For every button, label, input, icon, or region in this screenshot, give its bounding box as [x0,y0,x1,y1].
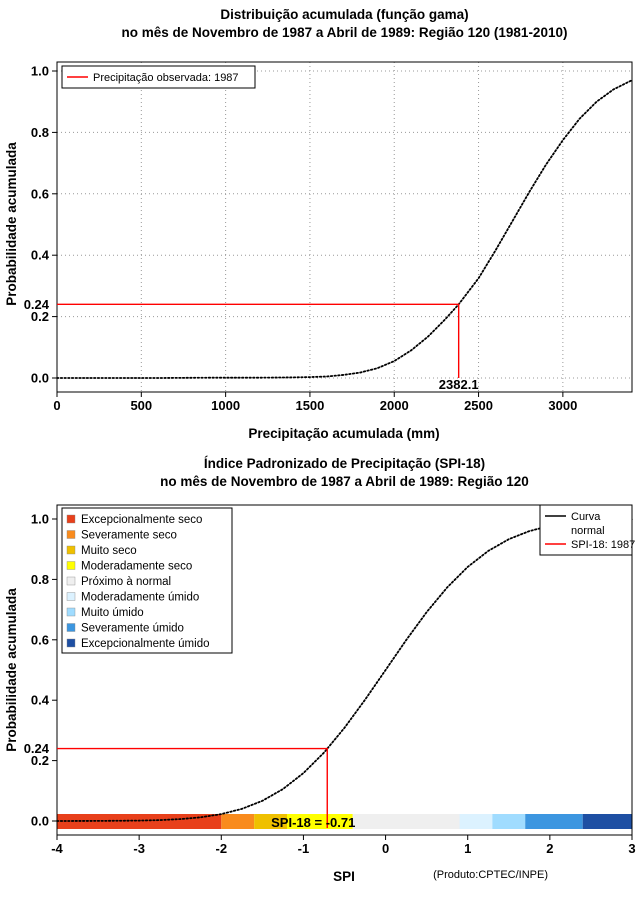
category-swatch [66,561,76,570]
x-axis-label: SPI [333,869,355,884]
y-tick-label: 0.2 [31,753,49,768]
x-tick-label: 0 [53,398,60,413]
x-tick-label: 3000 [548,398,577,413]
chart-spi-cdf: -4 -3 -2 -1 0 1 2 3 0.0 0.2 0.4 0.6 0.8 1.0 0.24 SPI-18… [4,504,636,884]
y-tick-label: 0.0 [31,814,49,829]
spi-category-bar-segment [254,814,287,829]
top-chart-title-line2: no mês de Novembro de 1987 a Abril de 19… [121,25,568,40]
legend-label: SPI-18: 1987 [571,539,635,551]
y-tick-label: 0.4 [31,693,50,708]
y-tick-label: 0.8 [31,125,49,140]
category-label: Severamente úmido [81,623,184,635]
chart-gamma-cdf: 0 500 1000 1500 2000 2500 3000 0.0 0.2 0.4 0.6 0.8 1… [4,61,633,441]
legend-box [539,504,633,556]
y-tick-label: 0.6 [31,632,49,647]
x-tick-label: -4 [51,841,63,856]
product-credit: (Produto:CPTEC/INPE) [433,869,548,881]
y-axis-label: Probabilidade acumulada [4,588,19,752]
legend-label: Precipitação observada: 1987 [93,72,239,84]
category-swatch [66,592,76,601]
y-axis-label: Probabilidade acumulada [4,142,19,306]
y-tick-label: 1.0 [31,64,49,79]
legend-label: Curva [571,511,601,523]
bottom-chart-title-line2: no mês de Novembro de 1987 a Abril de 19… [160,474,529,489]
y-tick-label: 0.6 [31,186,49,201]
y-tick-label: 1.0 [31,512,49,527]
legend-box [61,65,256,89]
spi-category-bar-segment [221,814,255,829]
x-tick-label: 3 [628,841,635,856]
top-chart-title: Distribuição acumulada (função gama) no … [57,6,632,42]
x-tick-label: 500 [130,398,152,413]
x-tick-label: -1 [298,841,310,856]
x-tick-label: 2000 [380,398,409,413]
category-swatch [66,514,76,524]
x-tick-label: 0 [382,841,389,856]
x-tick-label: 1000 [211,398,240,413]
bottom-chart-title: Índice Padronizado de Precipitação (SPI-… [57,455,632,491]
category-swatch [66,638,76,648]
legend-label: normal [571,525,605,537]
observed-marker-line [57,747,328,828]
x-tick-label: -3 [133,841,145,856]
spi-category-bar-segment [582,814,632,829]
bottom-chart-title-line1: Índice Padronizado de Precipitação (SPI-… [203,456,486,471]
plot-border [56,61,633,393]
marker-value-label: 2382.1 [439,377,479,392]
category-label: Muito úmido [81,607,144,619]
top-chart-title-line1: Distribuição acumulada (função gama) [220,7,469,22]
x-tick-label: 2 [546,841,553,856]
category-label: Próximo à normal [81,576,171,588]
y-tick-label: 0.2 [31,309,49,324]
x-tick-label: 2500 [464,398,493,413]
category-label: Excepcionalmente seco [81,514,202,526]
category-label: Moderadamente úmido [81,592,199,604]
spi-category-bar-segment [352,814,460,829]
x-tick-label: 1 [464,841,471,856]
category-label: Muito seco [81,545,137,557]
spi-category-bar-segment [57,814,222,829]
x-tick-label: -2 [216,841,228,856]
category-swatch [66,576,76,586]
spi-category-bar-segment [459,814,493,829]
y-tick-label: 0.0 [31,371,49,386]
cdf-curve [56,79,633,379]
x-axis-label: Precipitação acumulada (mm) [248,426,439,441]
x-tick-label: 1500 [295,398,324,413]
category-swatch [66,607,76,617]
category-swatch [66,623,76,632]
marker-probability-label: 0.24 [24,741,50,756]
y-tick-label: 0.4 [31,248,50,263]
spi-category-bar-segment [492,814,526,829]
y-tick-label: 0.8 [31,572,49,587]
category-swatch [66,530,76,539]
spi-category-bar-segment [287,814,353,829]
observed-marker-line [57,303,460,378]
category-label: Moderadamente seco [81,561,192,573]
category-legend-box [61,507,233,654]
spi-category-bar-segment [525,814,583,829]
spi-value-annotation: SPI-18 = -0.71 [271,815,355,830]
category-swatch [66,545,76,555]
category-label: Severamente seco [81,530,177,542]
plot-border [56,504,633,836]
category-label: Excepcionalmente úmido [81,638,210,650]
marker-probability-label: 0.24 [24,297,50,312]
